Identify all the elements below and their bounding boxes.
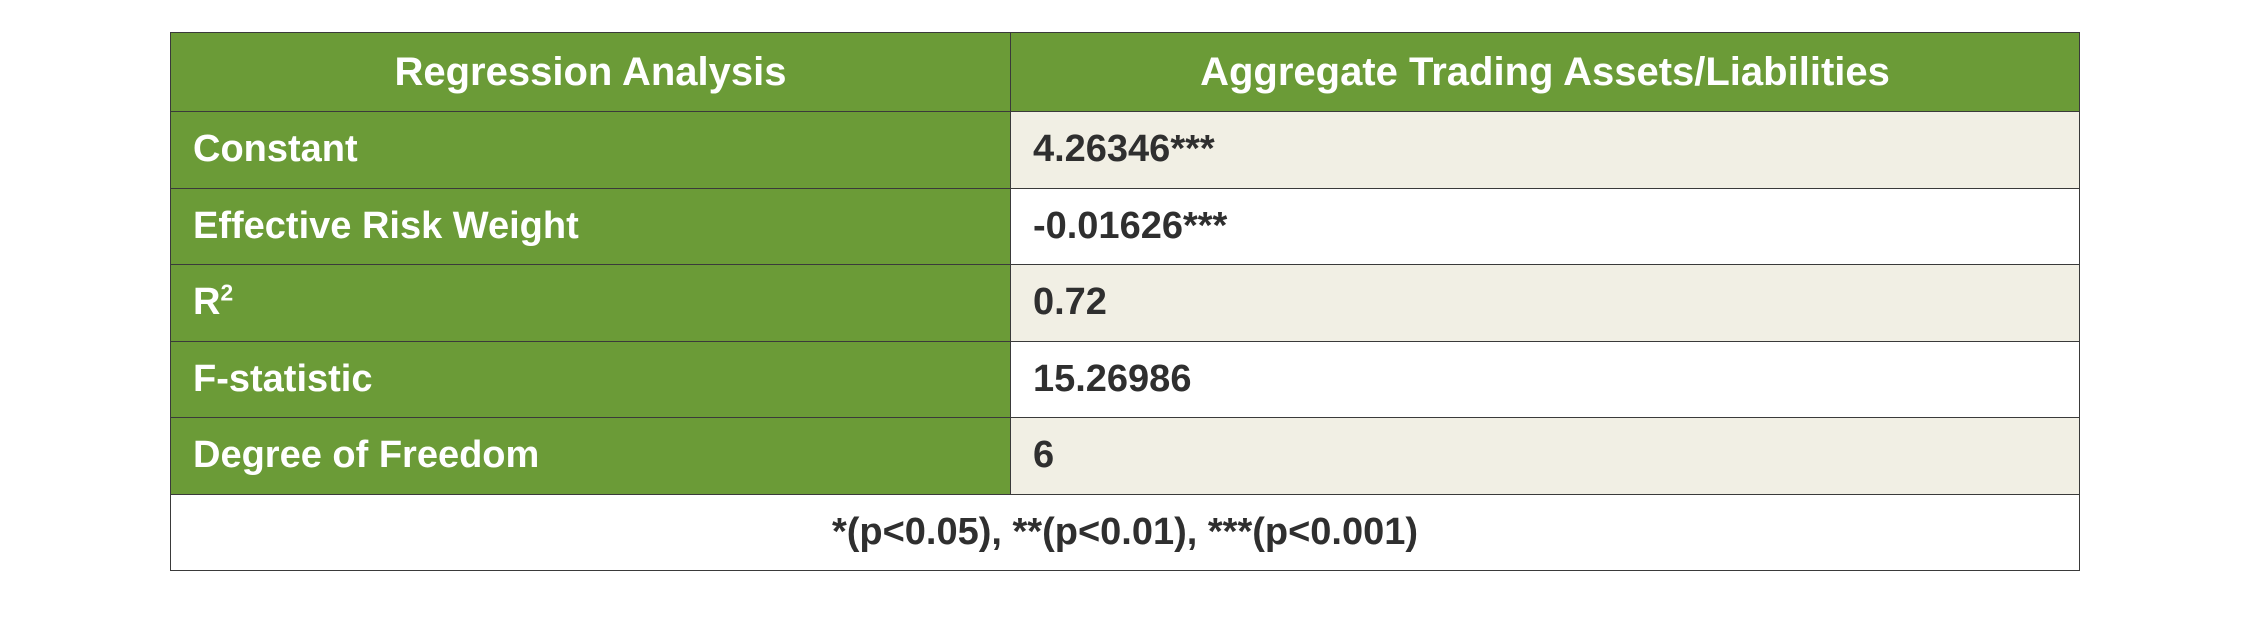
table-row: Degree of Freedom 6	[171, 418, 2080, 495]
table-header-row: Regression Analysis Aggregate Trading As…	[171, 33, 2080, 112]
row-value-fstat: 15.26986	[1010, 341, 2079, 418]
table-row: R2 0.72	[171, 265, 2080, 342]
table-footnote-row: *(p<0.05), **(p<0.01), ***(p<0.001)	[171, 494, 2080, 571]
row-label-fstat: F-statistic	[171, 341, 1011, 418]
row-value-erw: -0.01626***	[1010, 188, 2079, 265]
row-label-dof: Degree of Freedom	[171, 418, 1011, 495]
row-value-r2: 0.72	[1010, 265, 2079, 342]
table-container: Regression Analysis Aggregate Trading As…	[0, 0, 2250, 623]
row-value-dof: 6	[1010, 418, 2079, 495]
row-label-r2: R2	[171, 265, 1011, 342]
row-value-constant: 4.26346***	[1010, 112, 2079, 189]
column-header-right: Aggregate Trading Assets/Liabilities	[1010, 33, 2079, 112]
regression-table: Regression Analysis Aggregate Trading As…	[170, 32, 2080, 571]
table-row: Effective Risk Weight -0.01626***	[171, 188, 2080, 265]
table-row: F-statistic 15.26986	[171, 341, 2080, 418]
row-label-constant: Constant	[171, 112, 1011, 189]
row-label-erw: Effective Risk Weight	[171, 188, 1011, 265]
significance-footnote: *(p<0.05), **(p<0.01), ***(p<0.001)	[171, 494, 2080, 571]
column-header-left: Regression Analysis	[171, 33, 1011, 112]
table-row: Constant 4.26346***	[171, 112, 2080, 189]
